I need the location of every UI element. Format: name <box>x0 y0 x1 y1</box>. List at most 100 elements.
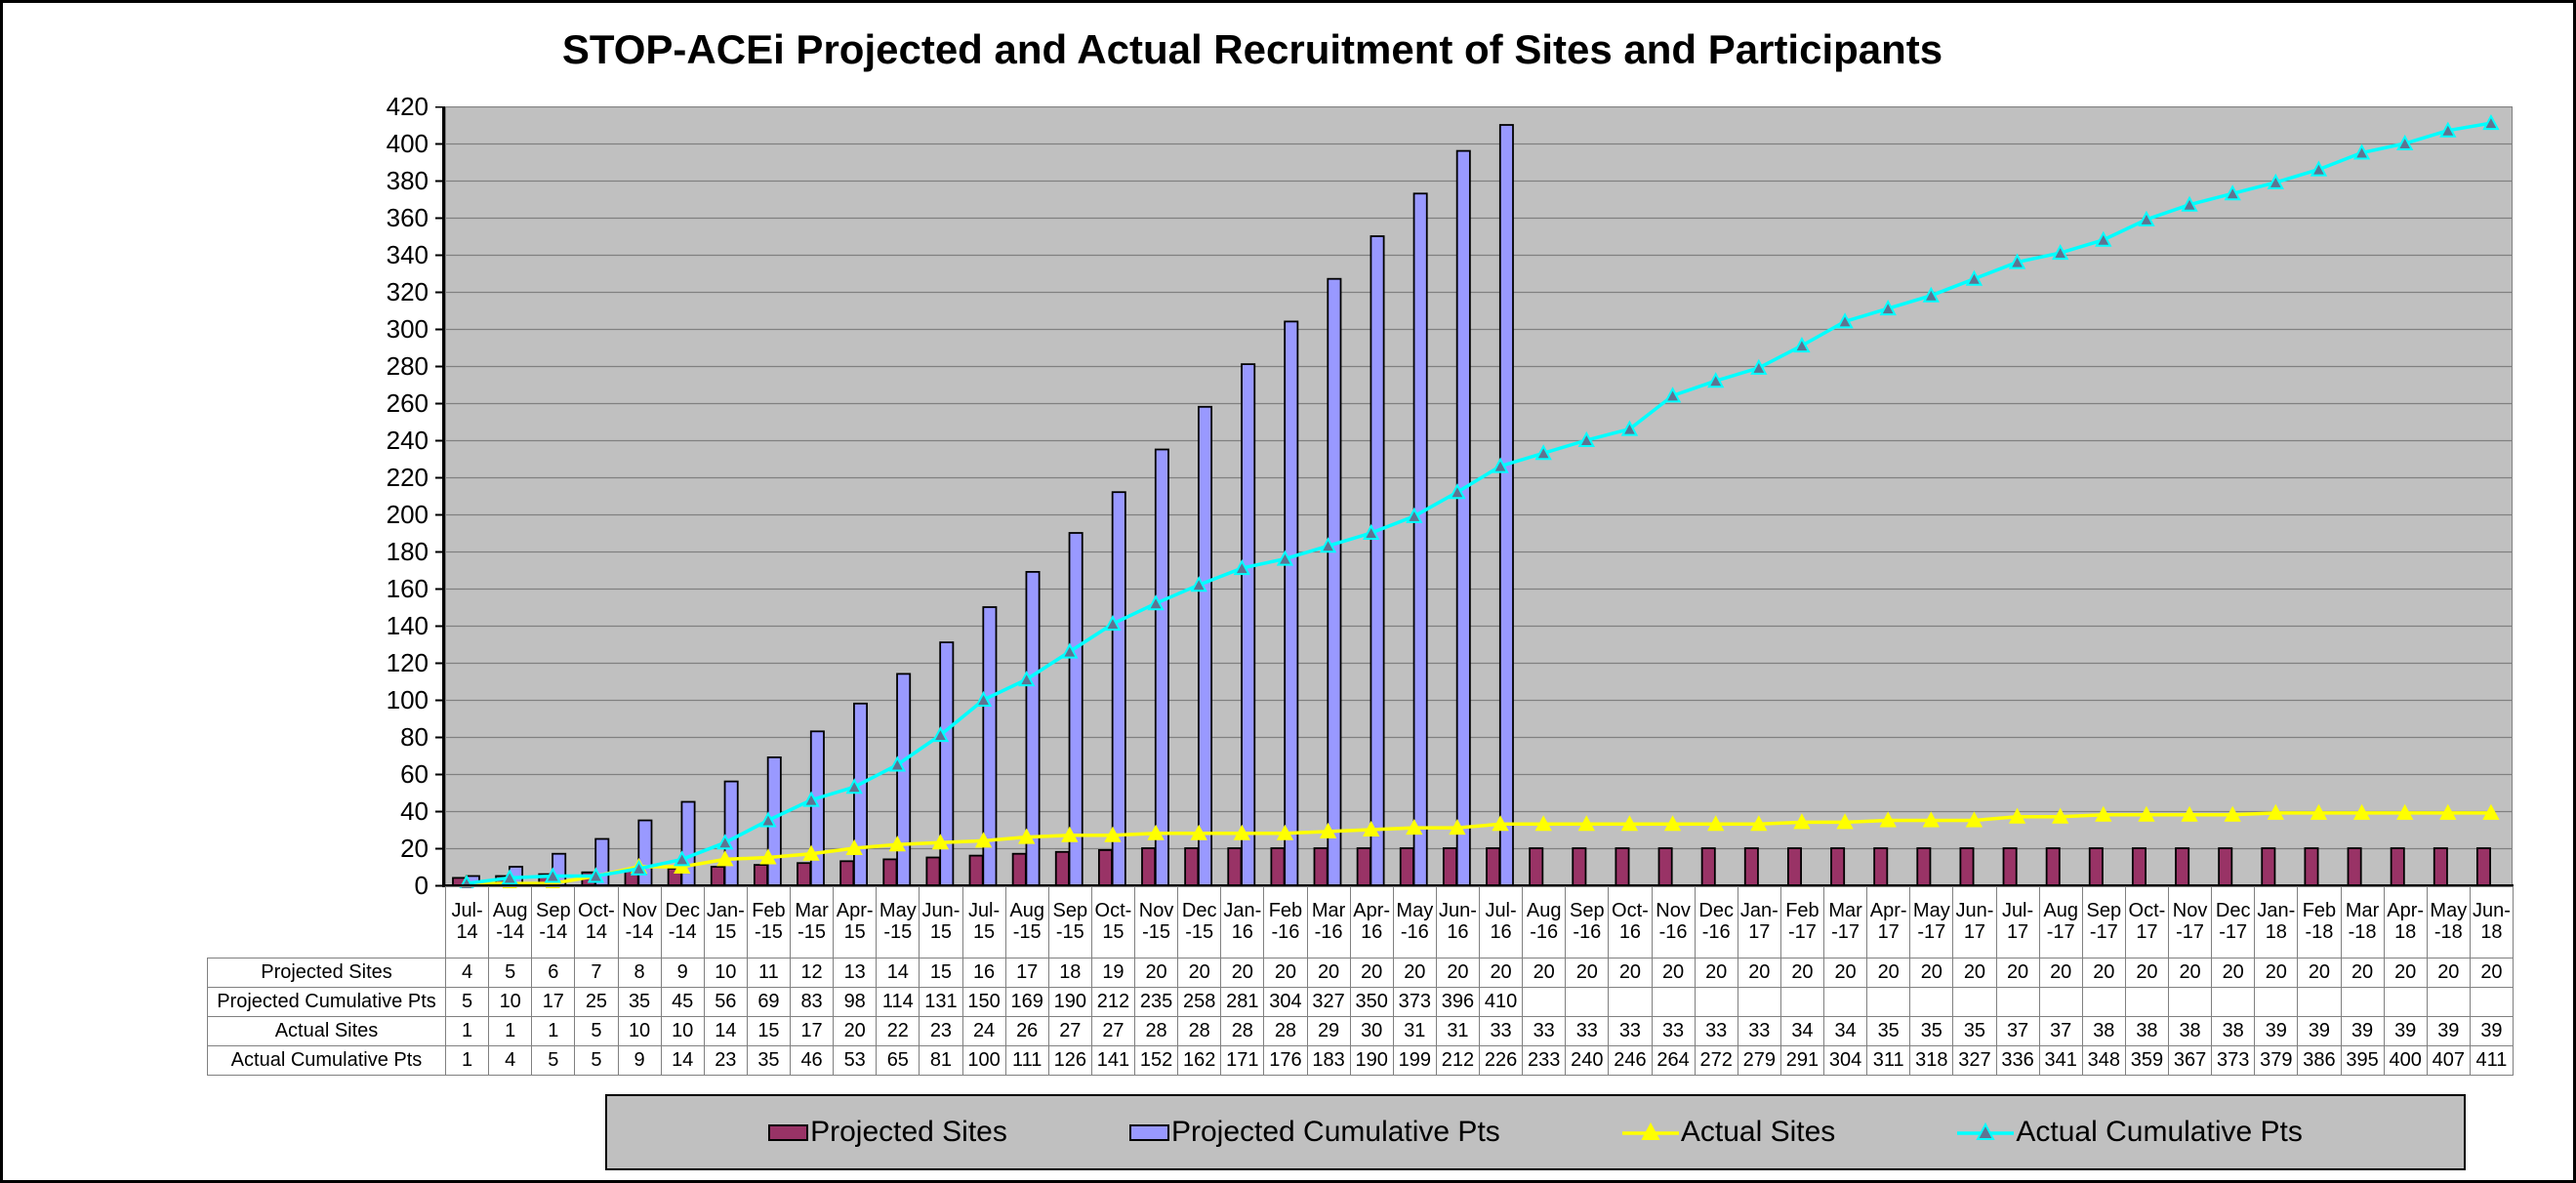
x-axis-label: Jun-17 <box>1952 886 1997 959</box>
table-cell: 33 <box>1522 1016 1567 1046</box>
chart-data-table: Jul-14 Aug-14 Sep-14 Oct-14 Nov-14 Dec-14 Jan-… <box>207 886 2515 1076</box>
bar-projected-sites <box>2475 847 2491 886</box>
table-cell: 33 <box>1737 1016 1781 1046</box>
table-cell: 20 <box>2297 958 2342 988</box>
table-cell: 25 <box>574 987 619 1017</box>
marker-triangle <box>1663 815 1682 832</box>
table-cell <box>1779 987 1825 1017</box>
marker-triangle <box>2138 210 2155 226</box>
marker-triangle <box>2267 803 2284 820</box>
x-axis-label: Jan-18 <box>2254 886 2299 959</box>
marker-triangle <box>845 778 863 795</box>
table-cell <box>1822 987 1868 1017</box>
table-cell: 10 <box>703 958 748 988</box>
marker-triangle <box>2224 805 2241 822</box>
y-axis-tick-label: 180 <box>386 537 429 566</box>
marker-triangle <box>2095 805 2112 822</box>
table-row-label: Actual Cumulative Pts <box>207 1045 446 1076</box>
table-cell: 38 <box>2211 1016 2256 1046</box>
table-cell: 26 <box>1004 1016 1049 1046</box>
marker-triangle <box>759 811 777 828</box>
table-cell: 171 <box>1220 1045 1265 1076</box>
marker-triangle <box>1534 444 1552 461</box>
bar-projected-sites <box>797 862 812 886</box>
marker-triangle <box>2352 143 2371 160</box>
marker-triangle <box>1319 537 1337 553</box>
table-cell: 20 <box>1263 958 1308 988</box>
table-cell: 10 <box>617 1016 662 1046</box>
marker-triangle <box>2396 803 2414 820</box>
x-axis-label: May-18 <box>2426 886 2471 959</box>
table-cell: 46 <box>789 1045 835 1076</box>
table-cell: 22 <box>876 1016 920 1046</box>
x-axis-label: Jan-17 <box>1737 886 1781 959</box>
table-cell: 20 <box>2383 958 2428 988</box>
bar-projected-sites <box>1399 847 1414 886</box>
table-cell: 5 <box>574 1045 619 1076</box>
marker-triangle <box>1750 815 1768 832</box>
table-cell: 264 <box>1651 1045 1696 1076</box>
marker-triangle <box>845 838 863 855</box>
marker-triangle <box>716 850 734 867</box>
marker-triangle <box>1965 811 1983 828</box>
bar-projected-sites <box>1141 847 1157 886</box>
table-cell: 23 <box>919 1016 963 1046</box>
bar-projected-sites <box>1356 847 1371 886</box>
y-axis-tick-label: 200 <box>386 500 429 529</box>
table-cell: 373 <box>2211 1045 2256 1076</box>
table-cell: 20 <box>1651 958 1696 988</box>
marker-triangle <box>2008 807 2026 824</box>
table-cell <box>1952 987 1997 1017</box>
table-cell: 17 <box>789 1016 835 1046</box>
table-row-label: Actual Sites <box>207 1016 446 1046</box>
table-cell: 20 <box>1952 958 1997 988</box>
table-cell: 19 <box>1090 958 1136 988</box>
table-cell: 53 <box>833 1045 878 1076</box>
y-axis-tick-label: 400 <box>386 129 429 158</box>
marker-triangle <box>1190 824 1207 840</box>
x-axis-label: Oct-17 <box>2124 886 2170 959</box>
table-cell <box>2426 987 2471 1017</box>
table-cell: 367 <box>2167 1045 2213 1076</box>
bar-projected-sites <box>839 860 855 886</box>
table-cell: 39 <box>2469 1016 2515 1046</box>
marker-triangle <box>2181 805 2198 822</box>
marker-triangle <box>2181 195 2198 212</box>
table-cell <box>2383 987 2428 1017</box>
y-axis-tick-label: 20 <box>400 834 429 863</box>
y-axis-tick-label: 300 <box>386 314 429 344</box>
table-cell: 20 <box>1866 958 1911 988</box>
marker-triangle <box>974 690 993 707</box>
marker-triangle <box>674 850 691 867</box>
table-cell: 20 <box>2211 958 2256 988</box>
table-cell: 20 <box>1822 958 1868 988</box>
x-axis-label: Dec-14 <box>660 886 705 959</box>
bar-projected-sites <box>968 854 984 886</box>
bar-projected-sites <box>2088 847 2104 886</box>
table-cell <box>1694 987 1738 1017</box>
x-axis-label: Aug-14 <box>488 886 533 959</box>
table-cell: 318 <box>1909 1045 1954 1076</box>
x-axis-label: Feb-16 <box>1263 886 1308 959</box>
table-cell: 233 <box>1522 1045 1567 1076</box>
marker-triangle <box>1707 815 1725 832</box>
table-cell: 162 <box>1177 1045 1222 1076</box>
bar-projected-sites <box>2433 847 2448 886</box>
table-cell <box>1608 987 1653 1017</box>
x-axis-label: Oct-16 <box>1608 886 1653 959</box>
table-cell: 240 <box>1565 1045 1610 1076</box>
table-cell: 407 <box>2426 1045 2471 1076</box>
table-cell: 20 <box>1909 958 1954 988</box>
marker-triangle <box>2267 173 2284 189</box>
legend-label: Actual Cumulative Pts <box>2016 1116 2303 1148</box>
table-cell <box>2254 987 2299 1017</box>
table-cell: 281 <box>1220 987 1265 1017</box>
bar-projected-cumulative-pts <box>1327 277 1342 886</box>
x-axis-label: Aug-15 <box>1004 886 1049 959</box>
table-cell: 14 <box>703 1016 748 1046</box>
table-cell <box>1522 987 1567 1017</box>
x-axis-label: Mar-18 <box>2340 886 2385 959</box>
legend-key-line-marker <box>1957 1122 2015 1140</box>
bar-projected-sites <box>2390 847 2405 886</box>
marker-triangle <box>1018 828 1036 844</box>
